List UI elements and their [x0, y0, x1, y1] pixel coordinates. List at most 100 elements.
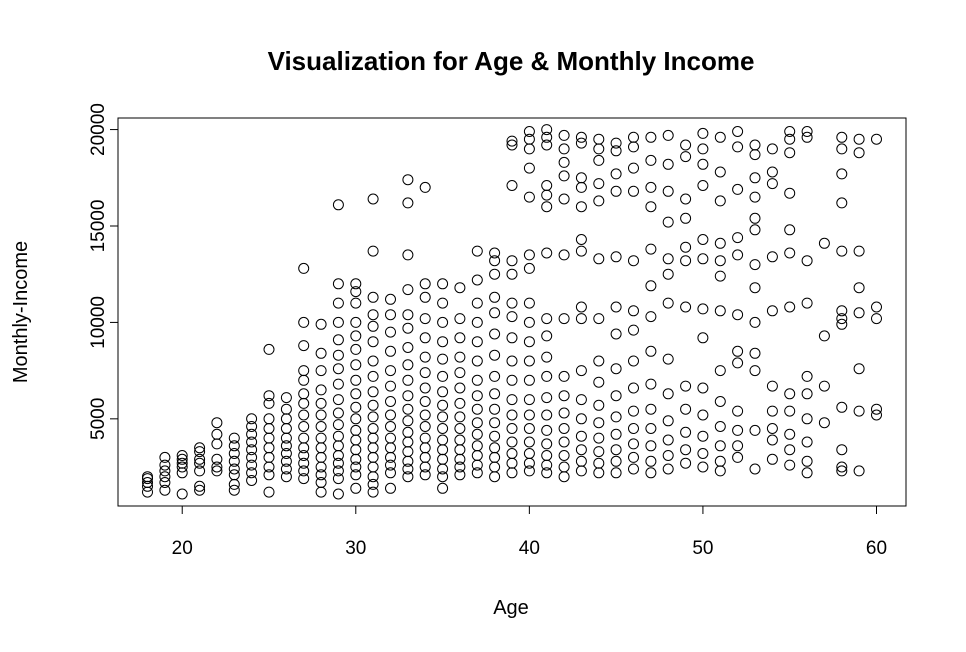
- data-point: [454, 453, 466, 465]
- data-point: [385, 326, 396, 338]
- data-point: [697, 180, 709, 191]
- data-point: [593, 446, 605, 458]
- data-point: [523, 133, 535, 145]
- data-point: [350, 297, 362, 309]
- data-point: [228, 448, 240, 459]
- data-point: [471, 274, 483, 286]
- data-point: [263, 390, 275, 402]
- data-point: [645, 181, 657, 193]
- data-point: [350, 482, 362, 494]
- data-point: [628, 185, 639, 197]
- data-point: [280, 423, 292, 434]
- data-point: [437, 482, 449, 494]
- data-point: [489, 328, 501, 340]
- data-point: [315, 347, 327, 359]
- data-point: [228, 440, 240, 452]
- data-point: [489, 430, 501, 442]
- data-point: [506, 332, 518, 344]
- data-point: [697, 234, 709, 245]
- data-point: [350, 461, 362, 473]
- data-point: [575, 172, 587, 184]
- data-point: [471, 374, 483, 386]
- data-point: [176, 461, 188, 473]
- data-point: [558, 450, 570, 461]
- data-point: [680, 457, 692, 469]
- data-point: [680, 403, 692, 415]
- data-point: [437, 336, 449, 348]
- data-point: [419, 409, 431, 421]
- data-point: [766, 405, 778, 417]
- data-point: [575, 181, 587, 193]
- data-point: [263, 461, 275, 473]
- data-point: [332, 363, 344, 375]
- data-point: [766, 178, 778, 190]
- data-point: [367, 291, 379, 303]
- data-point: [662, 434, 674, 446]
- data-point: [541, 330, 553, 342]
- data-point: [541, 139, 553, 151]
- data-point: [385, 309, 396, 321]
- data-point: [575, 430, 587, 442]
- data-point: [350, 359, 362, 371]
- data-point: [558, 193, 570, 205]
- data-point: [523, 262, 535, 274]
- data-point: [454, 469, 466, 481]
- data-point: [593, 133, 605, 145]
- data-point: [766, 251, 778, 263]
- data-point: [298, 442, 310, 454]
- data-point: [593, 432, 605, 444]
- data-point: [471, 297, 483, 309]
- data-point: [489, 268, 501, 280]
- data-point: [385, 442, 396, 454]
- data-point: [766, 453, 778, 465]
- data-point: [558, 313, 570, 325]
- y-tick-label: 15000: [88, 200, 109, 253]
- data-point: [801, 131, 813, 143]
- data-point: [749, 424, 761, 436]
- data-point: [628, 355, 639, 367]
- data-point: [732, 126, 744, 137]
- data-point: [211, 465, 223, 477]
- data-point: [402, 342, 414, 353]
- data-point: [350, 469, 362, 481]
- data-point: [593, 143, 605, 155]
- data-point: [749, 224, 761, 236]
- data-point: [280, 455, 292, 467]
- data-point: [159, 484, 171, 496]
- data-point: [489, 370, 501, 382]
- data-point: [871, 409, 882, 421]
- data-point: [697, 382, 709, 394]
- data-point: [246, 444, 258, 456]
- data-point: [315, 442, 327, 454]
- data-point: [385, 293, 396, 305]
- data-point: [298, 340, 310, 352]
- data-point: [350, 434, 362, 446]
- data-point: [575, 465, 587, 477]
- data-point: [836, 197, 848, 209]
- data-point: [610, 390, 622, 402]
- data-point: [298, 432, 310, 444]
- data-point: [801, 436, 813, 448]
- data-point: [402, 426, 414, 438]
- data-point: [593, 178, 605, 190]
- data-point: [732, 424, 744, 436]
- data-point: [159, 451, 171, 463]
- data-point: [350, 453, 362, 465]
- data-point: [332, 419, 344, 431]
- data-point: [280, 471, 292, 483]
- data-point: [489, 247, 501, 259]
- data-point: [610, 137, 622, 149]
- data-point: [280, 403, 292, 415]
- data-point: [506, 135, 518, 147]
- data-point: [593, 399, 605, 411]
- data-point: [784, 301, 796, 313]
- data-point: [523, 143, 535, 155]
- data-point: [628, 451, 639, 463]
- data-point: [385, 451, 396, 463]
- data-point: [263, 343, 275, 355]
- data-point: [523, 394, 535, 406]
- data-point: [315, 486, 327, 498]
- data-point: [194, 442, 206, 454]
- data-point: [541, 180, 553, 191]
- data-point: [211, 438, 223, 450]
